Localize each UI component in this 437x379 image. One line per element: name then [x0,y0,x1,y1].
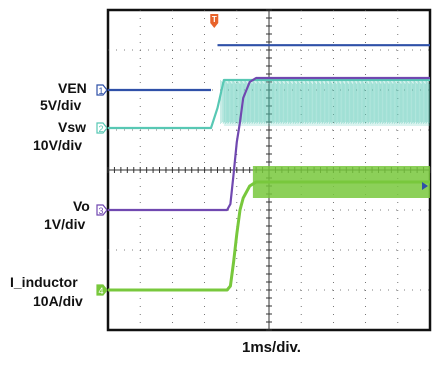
svg-text:3: 3 [98,206,103,216]
trigger-level-arrow [422,182,428,190]
series-scale-ven: 5V/div [40,97,82,113]
series-label-ven: VEN [58,80,87,96]
svg-text:2: 2 [98,124,103,134]
channel-marker-2: 2 [96,122,108,134]
channel-marker-3: 3 [96,204,108,216]
trace-vsw [108,78,430,130]
trigger-marker: T [210,14,219,28]
svg-text:4: 4 [98,286,103,296]
series-scale-vo: 1V/div [44,216,86,232]
series-label-vo: Vo [73,198,90,214]
channel-marker-4: 4 [96,284,108,296]
series-scale-vsw: 10V/div [33,137,83,153]
series-label-i-inductor: I_inductor [10,274,78,290]
channel-marker-1: 1 [96,84,108,96]
trace-i-inductor [108,180,430,292]
trace-ven [108,44,430,92]
timebase-label: 1ms/div. [242,339,301,356]
svg-text:T: T [212,15,217,24]
scope-traces [108,44,430,292]
series-label-vsw: Vsw [58,119,87,135]
svg-text:1: 1 [98,86,103,96]
channel-markers: 1 2 3 4 T [96,14,428,296]
series-scale-i-inductor: 10A/div [33,293,83,309]
trace-vo [108,76,430,212]
